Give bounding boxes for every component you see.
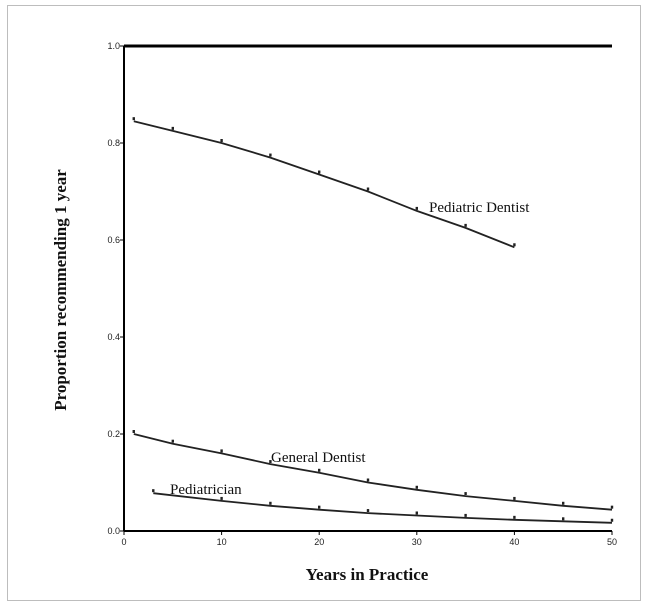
data-point xyxy=(562,517,565,521)
data-point xyxy=(610,518,614,522)
y-axis-title: Proportion recommending 1 year xyxy=(51,169,70,411)
data-point xyxy=(415,511,418,515)
data-point xyxy=(513,243,516,247)
data-point xyxy=(464,223,467,227)
data-point xyxy=(220,449,223,453)
y-tick-label: 1.0 xyxy=(107,41,120,51)
data-point xyxy=(220,139,223,142)
series-general-dentist xyxy=(132,430,614,511)
data-point xyxy=(464,492,467,496)
y-tick-label: 0.2 xyxy=(107,429,120,439)
x-tick-label: 0 xyxy=(121,537,126,547)
data-point xyxy=(269,460,272,464)
series-pediatric-dentist xyxy=(132,117,516,249)
series-label-general-dentist: General Dentist xyxy=(271,450,366,466)
data-point xyxy=(171,126,174,130)
series-layer xyxy=(132,117,614,524)
x-tick-label: 10 xyxy=(217,537,227,547)
series-line-pediatric-dentist xyxy=(133,120,515,249)
data-point xyxy=(415,206,418,210)
x-tick-label: 40 xyxy=(509,537,519,547)
data-point xyxy=(318,505,321,509)
data-point xyxy=(318,170,321,174)
y-axis-ticks: 0.0 0.2 0.4 0.6 0.8 1.0 xyxy=(107,41,124,536)
series-line-pediatrician xyxy=(153,492,613,524)
data-point xyxy=(562,501,565,505)
data-point xyxy=(152,489,155,493)
data-point xyxy=(269,153,272,157)
y-tick-label: 0.8 xyxy=(107,138,120,148)
data-point xyxy=(513,515,516,519)
data-point xyxy=(171,439,174,443)
x-tick-label: 30 xyxy=(412,537,422,547)
y-tick-label: 0.4 xyxy=(107,332,120,342)
data-point xyxy=(513,496,516,500)
data-point xyxy=(366,478,370,482)
series-line-general-dentist xyxy=(133,433,613,511)
x-tick-label: 50 xyxy=(607,537,617,547)
series-label-pediatric-dentist: Pediatric Dentist xyxy=(429,200,530,216)
data-point xyxy=(318,468,321,472)
data-point xyxy=(269,501,272,505)
x-axis-ticks: 0 10 20 30 40 50 xyxy=(121,531,617,547)
data-point xyxy=(464,513,467,517)
y-tick-label: 0.0 xyxy=(107,526,120,536)
data-point xyxy=(366,187,370,191)
y-tick-label: 0.6 xyxy=(107,235,120,245)
data-point xyxy=(220,496,223,500)
data-point xyxy=(415,485,418,489)
data-point xyxy=(132,430,135,433)
x-tick-label: 20 xyxy=(314,537,324,547)
chart-frame xyxy=(7,5,641,601)
series-labels: Pediatric Dentist General Dentist Pediat… xyxy=(170,200,530,498)
axes xyxy=(123,44,612,532)
data-point xyxy=(366,509,370,513)
data-point xyxy=(132,117,135,121)
series-pediatrician xyxy=(152,489,614,524)
series-label-pediatrician: Pediatrician xyxy=(170,482,242,498)
x-axis-title: Years in Practice xyxy=(306,565,429,584)
data-point xyxy=(610,505,614,509)
